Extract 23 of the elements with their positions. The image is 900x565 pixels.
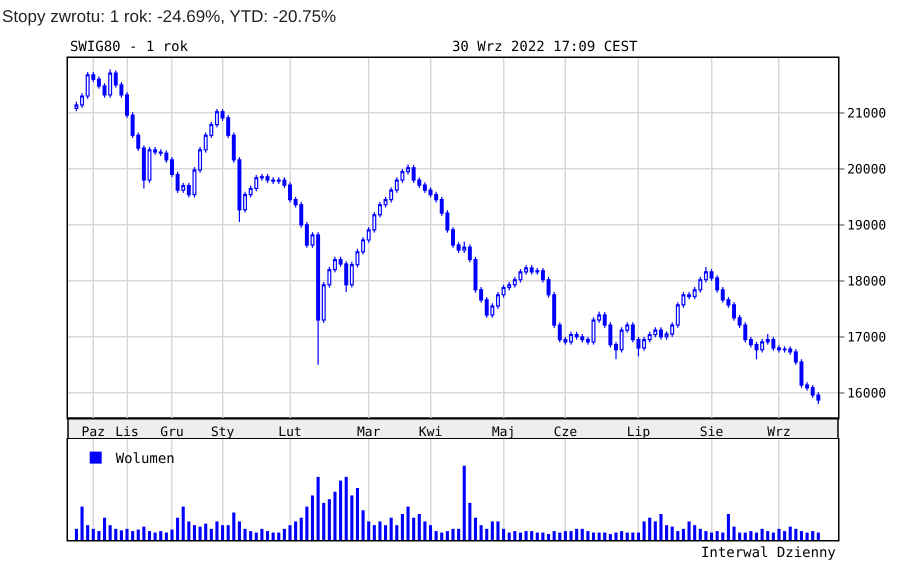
x-tick-label: Wrz bbox=[767, 425, 791, 440]
x-tick-label: Kwi bbox=[418, 425, 442, 440]
x-tick-label: Lis bbox=[115, 425, 139, 440]
x-tick-label: Mar bbox=[356, 425, 381, 440]
text: Interwal Dzienny bbox=[701, 545, 836, 561]
x-tick-label: Cze bbox=[554, 425, 578, 440]
y-tick-label: 19000 bbox=[847, 218, 886, 234]
chart-title: SWIG80 - 1 rok bbox=[70, 39, 189, 55]
y-tick-label: 18000 bbox=[847, 274, 886, 290]
y-tick-label: 20000 bbox=[847, 162, 886, 178]
legend-label: Wolumen bbox=[116, 451, 175, 468]
y-tick-label: 17000 bbox=[847, 330, 886, 346]
chart-subtitle: 30 Wrz 2022 17:09 CEST bbox=[452, 39, 638, 55]
x-tick-label: Lut bbox=[278, 425, 302, 440]
y-tick-label: 21000 bbox=[847, 106, 886, 122]
text: Stopy zwrotu: 1 rok: -24.69%, YTD: -20.75% bbox=[2, 7, 336, 26]
x-tick-label: Lip bbox=[626, 425, 650, 440]
x-tick-label: Maj bbox=[492, 425, 516, 440]
y-tick-label: 16000 bbox=[847, 386, 886, 402]
x-tick-label: Paz bbox=[82, 425, 106, 440]
x-tick-label: Sie bbox=[700, 425, 724, 440]
x-tick-label: Sty bbox=[210, 425, 234, 440]
x-tick-label: Gru bbox=[160, 425, 184, 440]
